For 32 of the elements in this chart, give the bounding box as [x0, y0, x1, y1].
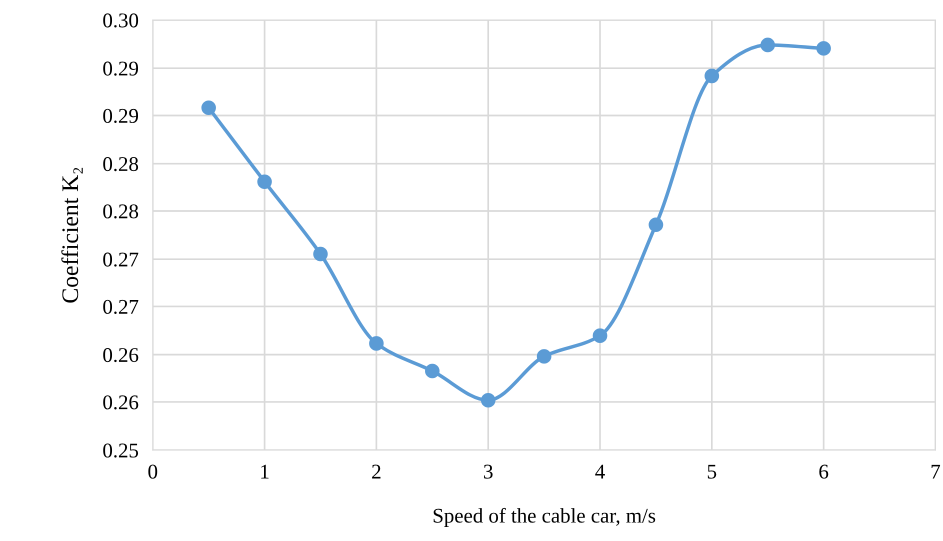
point	[648, 217, 664, 232]
x-tick-label: 4	[595, 464, 605, 478]
point	[704, 68, 720, 84]
x-tick-label: 3	[484, 464, 493, 479]
y-tick-label: 0.29	[103, 62, 138, 76]
y-tick-label: 0.27	[103, 300, 138, 314]
point	[201, 100, 216, 116]
y-tick-label: 0.28	[103, 204, 138, 219]
y-axis-title: Coefficient K₂	[61, 168, 83, 303]
x-tick-label: 7	[932, 464, 940, 478]
y-tick-label: 0.28	[103, 157, 138, 172]
point	[816, 41, 831, 56]
point	[480, 392, 496, 408]
y-tick-label: 0.27	[103, 252, 138, 267]
x-tick-label: 6	[819, 464, 828, 479]
point	[369, 336, 384, 351]
y-tick-label: 0.26	[103, 395, 138, 410]
point	[257, 174, 272, 190]
x-tick-label: 5	[708, 464, 716, 479]
point	[592, 328, 608, 343]
x-tick-label: 0	[148, 464, 158, 479]
y-tick-label: 0.26	[103, 348, 138, 362]
y-tick-label: 0.29	[103, 108, 138, 124]
y-tick-label: 0.25	[103, 443, 138, 458]
y-tick-label: 0.30	[103, 13, 138, 28]
x-tick-label: 1	[261, 464, 269, 478]
x-tick-label: 2	[372, 464, 380, 478]
point	[760, 38, 776, 52]
point	[536, 349, 552, 364]
point	[425, 364, 440, 378]
point	[313, 246, 328, 262]
x-axis-title: Speed of the cable car, m/s	[434, 508, 656, 527]
